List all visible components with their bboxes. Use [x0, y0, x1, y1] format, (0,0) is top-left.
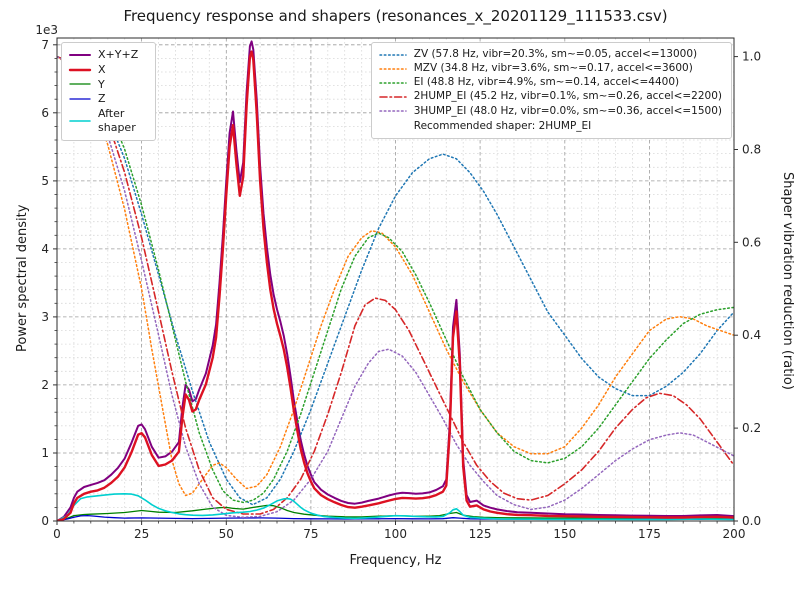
legend-entry-label: Z — [98, 92, 106, 106]
y-axis-label-left: Power spectral density — [15, 204, 30, 352]
y-left-tick-label: 6 — [41, 106, 49, 120]
legend-line-Z — [69, 98, 91, 100]
legend-recommended-note: Recommended shaper: 2HUMP_EI — [413, 119, 592, 132]
legend-entry: Z — [68, 92, 148, 106]
y-left-tick-label: 2 — [41, 378, 49, 392]
legend-entry: Y — [68, 78, 148, 92]
legend-entry: MZV (34.8 Hz, vibr=3.6%, sm~=0.17, accel… — [378, 62, 722, 75]
legend-line-MZV — [379, 67, 407, 70]
legend-entry-label: MZV (34.8 Hz, vibr=3.6%, sm~=0.17, accel… — [413, 62, 693, 75]
x-tick-label: 0 — [53, 527, 61, 541]
y-right-tick-label: 0.6 — [742, 235, 761, 249]
y-right-tick-label: 0.4 — [742, 328, 761, 342]
y-left-tick-label: 4 — [41, 242, 49, 256]
legend-entry: 3HUMP_EI (48.0 Hz, vibr=0.0%, sm~=0.36, … — [378, 105, 722, 118]
legend-line-X — [68, 68, 92, 71]
legend-entry-label: X+Y+Z — [98, 48, 139, 61]
legend-entry: 2HUMP_EI (45.2 Hz, vibr=0.1%, sm~=0.26, … — [378, 90, 722, 103]
series-Y — [57, 504, 734, 521]
x-tick-label: 75 — [303, 527, 318, 541]
y-axis-offset-text: 1e3 — [35, 23, 58, 37]
x-tick-label: 175 — [638, 527, 661, 541]
series-After-shaper — [57, 493, 734, 521]
legend-entry-label: Y — [98, 77, 105, 91]
legend-entry-label: EI (48.8 Hz, vibr=4.9%, sm~=0.14, accel<… — [413, 76, 680, 89]
series-ZV — [57, 55, 734, 506]
x-tick-label: 50 — [219, 527, 234, 541]
y-left-tick-label: 7 — [41, 38, 49, 52]
y-left-tick-label: 0 — [41, 514, 49, 528]
x-tick-label: 125 — [469, 527, 492, 541]
series-X — [57, 50, 734, 521]
series-2HUMP_EI — [57, 55, 734, 515]
legend-line-After-shaper — [69, 119, 91, 122]
legend-line-Y — [69, 83, 91, 86]
legend-entry-label: ZV (57.8 Hz, vibr=20.3%, sm~=0.05, accel… — [413, 48, 698, 60]
legend-line-2HUMP_EI — [378, 96, 407, 98]
chart-title: Frequency response and shapers (resonanc… — [123, 7, 668, 25]
legend-psd: X+Y+Z X Y Z After shaper — [61, 42, 156, 141]
y-axis-label-right: Shaper vibration reduction (ratio) — [780, 172, 795, 390]
legend-entry-label: 3HUMP_EI (48.0 Hz, vibr=0.0%, sm~=0.36, … — [413, 104, 722, 117]
y-left-tick-label: 3 — [41, 310, 49, 324]
legend-entry: ZV (57.8 Hz, vibr=20.3%, sm~=0.05, accel… — [378, 48, 722, 61]
x-tick-label: 100 — [384, 527, 407, 541]
legend-entry-label: After shaper — [98, 107, 136, 134]
legend-entry: X — [68, 63, 148, 77]
series-MZV — [57, 55, 734, 497]
y-right-tick-label: 0.8 — [742, 143, 761, 157]
legend-line-EI — [379, 82, 407, 84]
series-3HUMP_EI — [57, 55, 734, 519]
y-right-tick-label: 1.0 — [742, 50, 761, 64]
y-right-tick-label: 0.2 — [742, 421, 761, 435]
legend-shapers: ZV (57.8 Hz, vibr=20.3%, sm~=0.05, accel… — [370, 42, 732, 139]
legend-entry: After shaper — [68, 107, 148, 135]
legend-entry: EI (48.8 Hz, vibr=4.9%, sm~=0.14, accel<… — [378, 76, 722, 89]
legend-entry-label: X — [98, 62, 106, 76]
series-X+Y+Z — [57, 40, 734, 521]
y-left-tick-label: 1 — [41, 446, 49, 460]
x-tick-label: 200 — [723, 527, 746, 541]
legend-entry: X+Y+Z — [68, 48, 148, 62]
x-tick-label: 25 — [134, 527, 149, 541]
y-left-tick-label: 5 — [41, 174, 49, 188]
legend-line-3HUMP_EI — [379, 110, 407, 112]
series-EI — [57, 55, 734, 504]
x-tick-label: 150 — [553, 527, 576, 541]
y-right-tick-label: 0.0 — [742, 514, 761, 528]
legend-line-ZV — [379, 53, 407, 56]
legend-line-X+Y+Z — [69, 53, 91, 56]
x-axis-label: Frequency, Hz — [349, 553, 442, 568]
legend-entry-label: 2HUMP_EI (45.2 Hz, vibr=0.1%, sm~=0.26, … — [413, 90, 722, 103]
